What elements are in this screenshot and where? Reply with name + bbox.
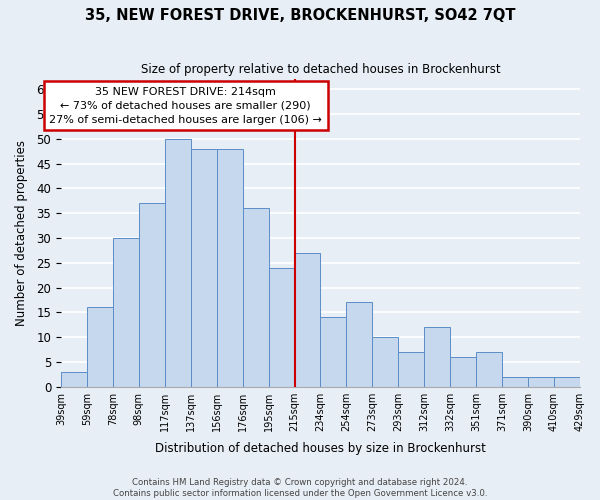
Bar bbox=[242, 208, 269, 386]
Text: Contains HM Land Registry data © Crown copyright and database right 2024.
Contai: Contains HM Land Registry data © Crown c… bbox=[113, 478, 487, 498]
Bar bbox=[424, 327, 450, 386]
Bar bbox=[87, 308, 113, 386]
Bar bbox=[217, 149, 242, 386]
Y-axis label: Number of detached properties: Number of detached properties bbox=[15, 140, 28, 326]
Bar bbox=[373, 337, 398, 386]
Bar bbox=[139, 204, 165, 386]
Bar bbox=[191, 149, 217, 386]
Bar bbox=[398, 352, 424, 386]
Bar bbox=[295, 253, 320, 386]
Bar bbox=[502, 376, 528, 386]
Bar bbox=[320, 318, 346, 386]
X-axis label: Distribution of detached houses by size in Brockenhurst: Distribution of detached houses by size … bbox=[155, 442, 486, 455]
Bar bbox=[554, 376, 580, 386]
Bar bbox=[450, 357, 476, 386]
Bar bbox=[269, 268, 295, 386]
Bar bbox=[346, 302, 373, 386]
Bar bbox=[528, 376, 554, 386]
Text: 35, NEW FOREST DRIVE, BROCKENHURST, SO42 7QT: 35, NEW FOREST DRIVE, BROCKENHURST, SO42… bbox=[85, 8, 515, 22]
Bar bbox=[61, 372, 87, 386]
Text: 35 NEW FOREST DRIVE: 214sqm
← 73% of detached houses are smaller (290)
27% of se: 35 NEW FOREST DRIVE: 214sqm ← 73% of det… bbox=[49, 87, 322, 125]
Bar bbox=[476, 352, 502, 386]
Bar bbox=[165, 139, 191, 386]
Bar bbox=[113, 238, 139, 386]
Title: Size of property relative to detached houses in Brockenhurst: Size of property relative to detached ho… bbox=[140, 62, 500, 76]
